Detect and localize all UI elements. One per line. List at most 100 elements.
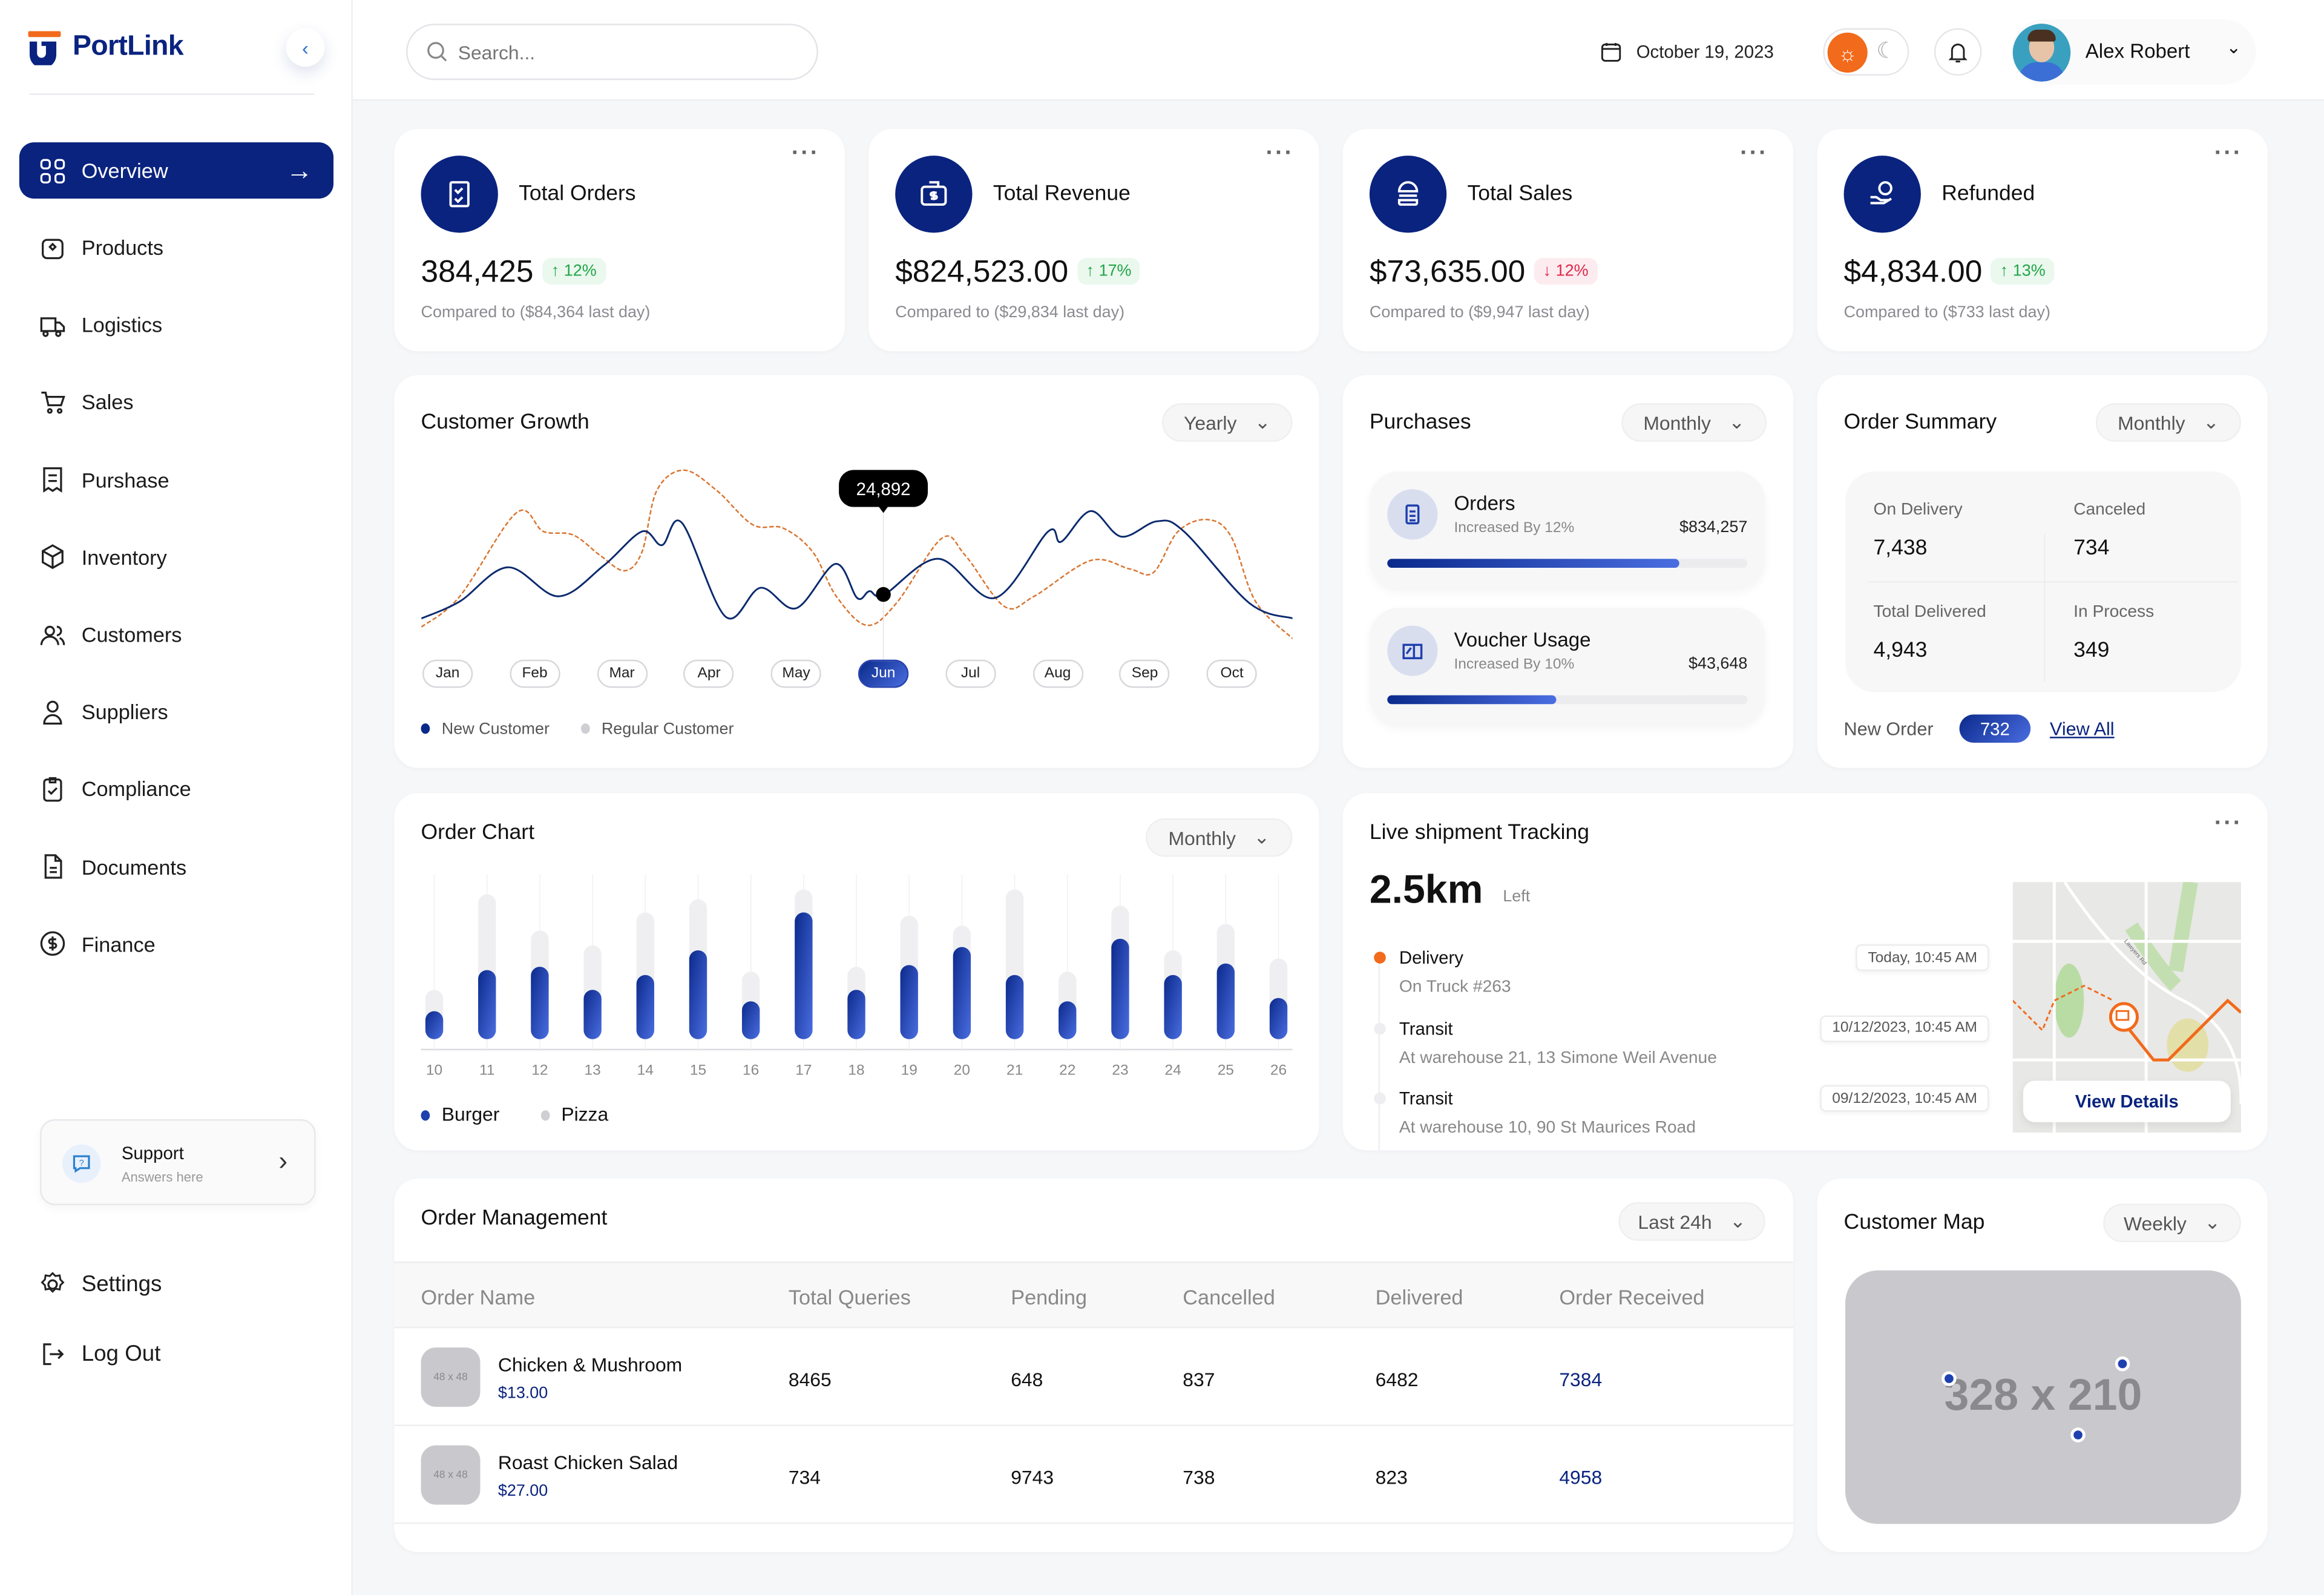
event-detail: At warehouse 10, 90 St Maurices Road xyxy=(1399,1119,1696,1137)
column-header[interactable]: Total Queries xyxy=(788,1285,911,1309)
column-header[interactable]: Cancelled xyxy=(1183,1285,1275,1309)
sidebar-item-compliance[interactable]: Compliance xyxy=(19,761,333,817)
more-options-icon[interactable]: ··· xyxy=(1265,140,1294,166)
month-tick-apr[interactable]: Apr xyxy=(683,659,735,688)
customer-map-placeholder[interactable]: 328 x 210 xyxy=(1845,1270,2241,1524)
month-tick-jun[interactable]: Jun xyxy=(858,659,909,688)
chevron-left-icon: ‹ xyxy=(302,36,309,59)
sidebar-item-documents[interactable]: Documents xyxy=(19,838,333,895)
more-options-icon[interactable]: ··· xyxy=(791,140,820,166)
search-icon xyxy=(427,42,447,62)
month-tick-oct[interactable]: Oct xyxy=(1206,659,1258,688)
arrow-right-icon: → xyxy=(286,154,313,185)
order-management-card: Order Management Last 24h ⌄ Order Name Tot… xyxy=(394,1178,1794,1553)
customer-growth-chart: 24,892 xyxy=(421,469,1293,672)
more-options-icon[interactable]: ··· xyxy=(1740,140,1768,166)
column-header[interactable]: Order Received xyxy=(1559,1285,1705,1309)
month-tick-aug[interactable]: Aug xyxy=(1032,659,1083,688)
bar-burger xyxy=(1111,938,1129,1039)
sidebar-item-settings[interactable]: Settings xyxy=(19,1255,333,1312)
view-details-button[interactable]: View Details xyxy=(2023,1080,2231,1122)
month-tick-jul[interactable]: Jul xyxy=(945,659,996,688)
table-cell: 9743 xyxy=(1011,1466,1054,1488)
sidebar-item-logistics[interactable]: Logistics xyxy=(19,297,333,353)
stat-label: Canceled xyxy=(2073,501,2146,519)
column-header[interactable]: Delivered xyxy=(1375,1285,1463,1309)
sidebar-item-logout[interactable]: Log Out xyxy=(19,1325,333,1381)
map-pin-icon[interactable] xyxy=(1942,1371,1957,1386)
sidebar-item-inventory[interactable]: Inventory xyxy=(19,529,333,585)
purchase-item-voucher-usage[interactable]: Voucher Usage Increased By 10% $43,648 xyxy=(1369,608,1765,727)
table-row[interactable]: 48 x 48 Chicken & Mushroom $13.00 8465 648 83… xyxy=(394,1328,1794,1426)
customer-growth-period-dropdown[interactable]: Yearly ⌄ xyxy=(1162,403,1293,442)
receipt-icon xyxy=(43,467,62,493)
chevron-right-icon: › xyxy=(278,1146,288,1176)
kpi-value: $824,523.00 xyxy=(895,255,1069,289)
support-card[interactable]: ? Support Answers here › xyxy=(40,1119,316,1206)
theme-toggle[interactable]: ☼ ☾ xyxy=(1823,28,1909,76)
map-pin-icon[interactable] xyxy=(2070,1427,2086,1442)
kpi-value-row: $4,834.00 ↑ 13% xyxy=(1844,255,2055,291)
more-options-icon[interactable]: ··· xyxy=(2214,811,2243,837)
bar-burger xyxy=(1164,975,1182,1039)
kpi-value-row: $73,635.00 ↓ 12% xyxy=(1370,255,1598,291)
customer-map-period-dropdown[interactable]: Weekly ⌄ xyxy=(2103,1203,2241,1243)
map-pin-icon[interactable] xyxy=(2115,1356,2130,1372)
month-tick-may[interactable]: May xyxy=(770,659,822,688)
notifications-button[interactable] xyxy=(1934,28,1982,76)
order-chart-title: Order Chart xyxy=(421,821,535,845)
month-tick-sep[interactable]: Sep xyxy=(1119,659,1170,688)
column-header[interactable]: Order Name xyxy=(421,1285,536,1309)
table-cell: 8465 xyxy=(788,1368,832,1391)
order-summary-period-dropdown[interactable]: Monthly ⌄ xyxy=(2095,403,2241,442)
burger-icon xyxy=(1369,156,1447,233)
table-cell[interactable]: 7384 xyxy=(1559,1368,1603,1391)
table-row[interactable]: 48 x 48 Roast Chicken Salad $27.00 734 9743 7… xyxy=(394,1426,1794,1524)
dollar-circle-icon xyxy=(40,932,65,956)
order-chart-card: Order Chart Monthly ⌄ 10 11 12 13 14 15 16 17 18 1… xyxy=(394,793,1319,1151)
sidebar-item-label: Customers xyxy=(81,622,182,646)
calendar-icon xyxy=(1601,43,1621,62)
new-order-count-badge: 732 xyxy=(1959,714,2031,743)
order-management-period-dropdown[interactable]: Last 24h ⌄ xyxy=(1618,1202,1765,1241)
month-tick-mar[interactable]: Mar xyxy=(596,659,648,688)
user-profile-menu[interactable]: Alex Robert ⌄ xyxy=(2011,19,2256,85)
table-header: Order Name Total Queries Pending Cancelled D… xyxy=(394,1261,1794,1329)
chevron-down-icon: ⌄ xyxy=(1253,826,1270,848)
sidebar-item-overview[interactable]: Overview → xyxy=(19,142,334,199)
sidebar-item-purshase[interactable]: Purshase xyxy=(19,452,333,508)
current-date: October 19, 2023 xyxy=(1636,41,1774,62)
selected-point xyxy=(876,587,891,602)
purchase-item-orders[interactable]: Orders Increased By 12% $834,257 xyxy=(1369,471,1765,590)
kpi-change: 12% xyxy=(1555,262,1589,280)
sidebar-item-suppliers[interactable]: Suppliers xyxy=(19,683,333,740)
search-input[interactable] xyxy=(458,41,784,64)
event-time: Today, 10:45 AM xyxy=(1856,944,1989,972)
user-name: Alex Robert xyxy=(2085,40,2190,62)
sidebar-item-sales[interactable]: Sales xyxy=(19,374,333,430)
kpi-compare: Compared to ($84,364 last day) xyxy=(421,304,651,322)
x-tick-label: 12 xyxy=(531,1062,548,1079)
collapse-sidebar-button[interactable]: ‹ xyxy=(286,28,325,67)
shipment-map[interactable]: Lawyers Rd View Details xyxy=(2012,882,2241,1133)
sidebar-item-products[interactable]: Products xyxy=(19,219,333,275)
timeline-dot xyxy=(1374,1092,1386,1105)
month-tick-feb[interactable]: Feb xyxy=(509,659,560,688)
x-tick-label: 21 xyxy=(1006,1062,1023,1079)
legend-new-customer: New Customer xyxy=(441,720,550,738)
purchases-period-dropdown[interactable]: Monthly ⌄ xyxy=(1621,403,1767,442)
order-chart-period-dropdown[interactable]: Monthly ⌄ xyxy=(1146,818,1293,857)
more-options-icon[interactable]: ··· xyxy=(2214,140,2243,166)
kpi-card-total-revenue: ··· Total Revenue $824,523.00 ↑ 17% Compared… xyxy=(868,129,1319,352)
table-cell[interactable]: 4958 xyxy=(1559,1466,1603,1488)
purchases-title: Purchases xyxy=(1369,410,1471,435)
timeline-line xyxy=(1378,959,1380,1151)
sidebar-item-customers[interactable]: Customers xyxy=(19,607,333,663)
sidebar-item-finance[interactable]: Finance xyxy=(19,916,333,972)
order-management-title: Order Management xyxy=(421,1206,608,1231)
view-all-link[interactable]: View All xyxy=(2049,719,2115,740)
month-tick-jan[interactable]: Jan xyxy=(422,659,473,688)
column-header[interactable]: Pending xyxy=(1011,1285,1088,1309)
search-box[interactable] xyxy=(406,24,818,81)
purchase-title: Voucher Usage xyxy=(1454,628,1591,651)
